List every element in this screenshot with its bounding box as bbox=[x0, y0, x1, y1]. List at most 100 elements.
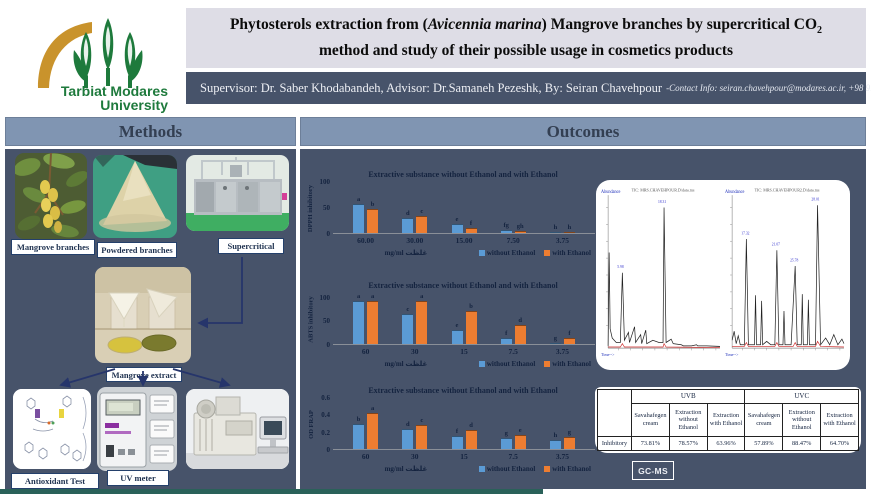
bar bbox=[367, 301, 379, 344]
chart-legend: without Ethanol with Ethanol bbox=[478, 465, 591, 473]
bar bbox=[353, 423, 365, 449]
y-axis-ticks: 0 0.2 0.4 0.6 bbox=[321, 394, 330, 454]
peak-label: 28.01 bbox=[811, 198, 819, 202]
peak-label: 17.32 bbox=[741, 231, 749, 235]
bar bbox=[563, 437, 575, 449]
powdered-branches-label: Powdered branches bbox=[97, 242, 177, 258]
chromatogram-right: TIC: MRS.CHAVEHPOUR2.D\data.ms Abundance bbox=[724, 185, 846, 365]
antioxidant-test-label: Antioxidant Test bbox=[11, 473, 99, 489]
legend-item: without Ethanol bbox=[478, 249, 535, 257]
bars-area: a b d c e f fg gh h h bbox=[333, 182, 595, 234]
outcomes-title: Outcomes bbox=[546, 121, 620, 141]
outcomes-header-band: Outcomes bbox=[300, 117, 866, 146]
methods-title: Methods bbox=[118, 121, 183, 141]
logo-line2: University bbox=[100, 97, 168, 113]
legend-item: with Ethanol bbox=[544, 465, 591, 473]
bar bbox=[416, 216, 428, 233]
x-axis-ticks: 60 30 15 7.5 3.75 bbox=[361, 452, 569, 461]
peak-label: 18.31 bbox=[658, 200, 666, 204]
bar bbox=[402, 429, 414, 449]
peak-label: 25.78 bbox=[790, 258, 798, 262]
supervisor-text: Supervisor: Dr. Saber Khodabandeh, Advis… bbox=[200, 80, 663, 95]
chromatogram-left: TIC: MRS.CHAVEHPOUR.D\data.ms Abundance bbox=[600, 185, 722, 365]
time-label: Time--> bbox=[725, 352, 739, 357]
bar bbox=[353, 301, 365, 344]
gcms-label: GC-MS bbox=[632, 461, 674, 480]
x-axis-ticks: 60.00 30.00 15.00 7.50 3.75 bbox=[357, 236, 569, 245]
chromatogram-title: TIC: MRS.CHAVEHPOUR2.D\data.ms bbox=[755, 188, 820, 193]
bar bbox=[367, 209, 379, 233]
x-axis-label: mg/ml غلظت bbox=[384, 465, 428, 473]
bar bbox=[514, 325, 526, 344]
footer-strip bbox=[0, 489, 543, 494]
antioxidant-test-figure bbox=[13, 389, 91, 469]
chart-legend: without Ethanol with Ethanol bbox=[478, 249, 591, 257]
bar bbox=[500, 229, 512, 233]
peak-label: 5.98 bbox=[617, 265, 623, 269]
chromatogram-title: TIC: MRS.CHAVEHPOUR.D\data.ms bbox=[632, 188, 695, 193]
y-axis-ticks: 0 50 100 bbox=[319, 178, 331, 238]
poster-title-box: Phytosterols extraction from (Avicennia … bbox=[186, 8, 866, 68]
bar bbox=[514, 231, 526, 233]
bar bbox=[451, 224, 463, 233]
legend-item: with Ethanol bbox=[544, 360, 591, 368]
y-axis-ticks: 0 50 100 bbox=[319, 293, 331, 349]
poster-title: Phytosterols extraction from (Avicennia … bbox=[229, 15, 823, 60]
methods-header-band: Methods bbox=[5, 117, 296, 146]
tmu-logo: Tarbiat Modares University bbox=[10, 4, 182, 114]
mangrove-branches-label: Mangrove branches bbox=[11, 239, 95, 255]
mangrove-extract-photo bbox=[95, 267, 191, 363]
legend-item: without Ethanol bbox=[478, 465, 535, 473]
logo-text: Tarbiat Modares University bbox=[10, 84, 168, 112]
supervisor-bar: Supervisor: Dr. Saber Khodabandeh, Advis… bbox=[186, 72, 871, 104]
bar bbox=[549, 439, 561, 449]
bar-group: fg gh bbox=[489, 182, 538, 233]
bar bbox=[514, 434, 526, 449]
bar bbox=[402, 217, 414, 233]
bar bbox=[402, 313, 414, 344]
logo-line1: Tarbiat Modares bbox=[60, 83, 168, 99]
bar bbox=[465, 310, 477, 344]
gcms-chromatograms-card: TIC: MRS.CHAVEHPOUR.D\data.ms Abundance bbox=[596, 180, 850, 370]
bar bbox=[451, 436, 463, 449]
bar bbox=[465, 430, 477, 449]
y-axis-label: OD FRAP bbox=[307, 409, 315, 439]
peak-label: 21.07 bbox=[772, 243, 780, 247]
tmu-emblem-icon bbox=[38, 18, 143, 88]
bar bbox=[451, 330, 463, 344]
bar bbox=[549, 232, 561, 233]
bar bbox=[549, 343, 561, 344]
bar bbox=[563, 232, 575, 233]
powdered-branches-photo bbox=[93, 155, 177, 238]
bar bbox=[367, 413, 379, 449]
methods-panel: Mangrove branches Powdered branches Supe… bbox=[5, 149, 296, 489]
uv-protection-table: UVB UVC Savahafegen cream Extraction withou… bbox=[597, 388, 859, 451]
mangrove-extract-label: Mangrove extract bbox=[106, 367, 182, 382]
x-axis-label: mg/ml غلظت bbox=[384, 360, 428, 368]
uv-meter-label: UV meter bbox=[107, 470, 169, 486]
bar bbox=[353, 203, 365, 233]
chart-legend: without Ethanol with Ethanol bbox=[478, 360, 591, 368]
frap-chart: Extractive substance without Ethanol and… bbox=[305, 386, 595, 473]
outcomes-panel: Extractive substance without Ethanol and… bbox=[300, 149, 866, 489]
legend-item: with Ethanol bbox=[544, 249, 591, 257]
chart-title: Extractive substance without Ethanol and… bbox=[368, 386, 558, 395]
dpph-chart: Extractive substance without Ethanol and… bbox=[305, 170, 595, 257]
x-axis-ticks: 60 30 15 7.5 3.75 bbox=[361, 347, 569, 356]
bar bbox=[416, 301, 428, 344]
chart-title: Extractive substance without Ethanol and… bbox=[368, 281, 558, 290]
gcms-photo bbox=[186, 389, 289, 469]
